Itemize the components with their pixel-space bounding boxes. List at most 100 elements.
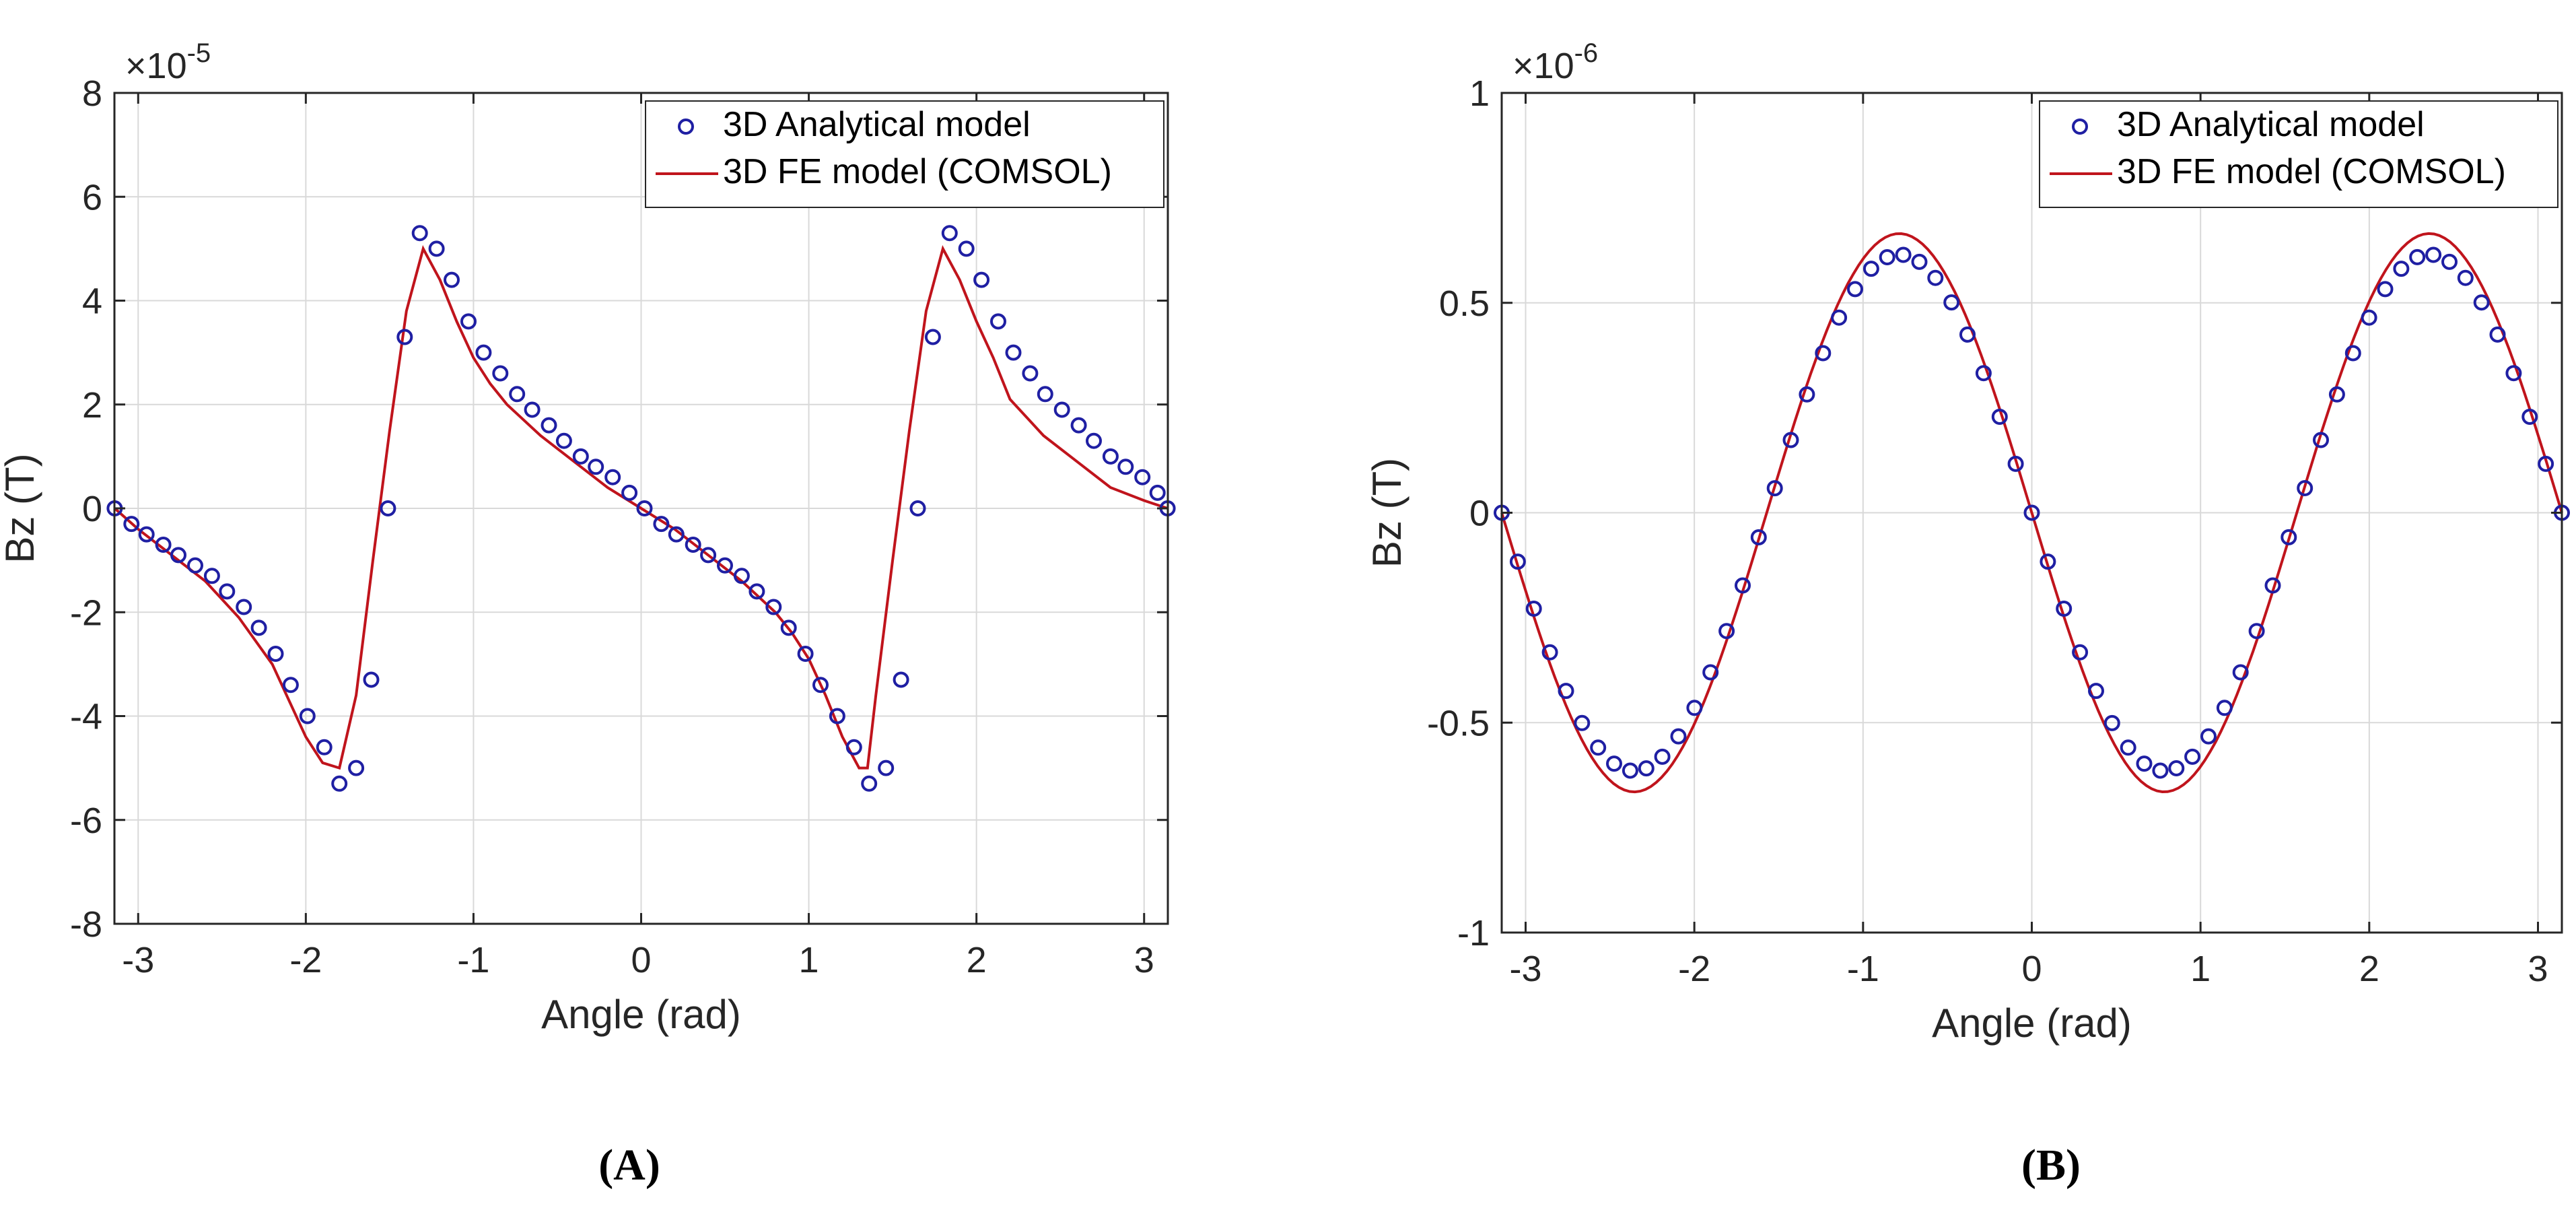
data-point-analytical	[509, 386, 526, 403]
data-point-analytical	[138, 526, 155, 543]
data-point-analytical	[1525, 601, 1542, 617]
y-tick-label: -2	[70, 593, 102, 633]
data-point-analytical	[909, 500, 926, 516]
data-point-analytical	[396, 329, 413, 345]
y-axis-label: Bz (T)	[1364, 458, 1409, 568]
data-point-analytical	[2457, 269, 2474, 286]
x-tick-label: 0	[2021, 949, 2042, 989]
data-point-analytical	[541, 417, 557, 434]
data-point-analytical	[2232, 664, 2249, 681]
x-tick-label: 0	[631, 940, 651, 980]
data-point-analytical	[1574, 714, 1591, 731]
y-tick-label: -1	[1457, 913, 1490, 953]
data-point-analytical	[2328, 386, 2345, 403]
data-point-analytical	[1606, 755, 1622, 772]
x-tick-label: -2	[1678, 949, 1710, 989]
data-point-analytical	[2056, 601, 2073, 617]
data-point-analytical	[685, 537, 701, 553]
data-point-analytical	[829, 708, 845, 724]
data-point-analytical	[749, 583, 765, 600]
x-tick-label: -1	[457, 940, 489, 980]
data-point-analytical	[878, 760, 895, 776]
x-tick-label: 1	[2190, 949, 2211, 989]
data-point-analytical	[621, 484, 638, 501]
data-point-analytical	[1102, 448, 1119, 465]
legend-label-fe-model: 3D FE model (COMSOL)	[723, 152, 1112, 191]
data-point-analytical	[924, 329, 941, 345]
data-point-analytical	[2441, 253, 2458, 270]
y-tick-label: 2	[82, 385, 102, 426]
data-point-analytical	[2072, 644, 2089, 661]
data-point-analytical	[1149, 484, 1166, 501]
data-point-analytical	[555, 432, 572, 449]
legend-label-analytical: 3D Analytical model	[723, 105, 1031, 144]
data-point-analytical	[1959, 326, 1976, 343]
data-point-analytical	[282, 677, 299, 694]
y-axis-label: Bz (T)	[0, 453, 42, 563]
data-point-analytical	[236, 599, 252, 615]
data-point-analytical	[2040, 553, 2056, 570]
data-point-analytical	[2505, 365, 2522, 382]
data-point-analytical	[1509, 553, 1526, 570]
series-line-fe-model	[1500, 232, 2563, 794]
y-tick-label: 0.5	[1439, 283, 1490, 324]
data-point-analytical	[1670, 728, 1687, 745]
data-point-analytical	[460, 313, 477, 330]
data-point-analytical	[1622, 762, 1638, 779]
y-exponent-label: ×10-5	[125, 38, 211, 86]
data-point-analytical	[2136, 755, 2153, 772]
data-point-analytical	[1053, 401, 1070, 418]
data-point-analytical	[2297, 480, 2313, 496]
data-point-analytical	[1735, 577, 1751, 594]
y-exponent-label: ×10-6	[1512, 38, 1598, 86]
data-point-analytical	[1750, 529, 1767, 545]
data-point-analytical	[1654, 748, 1671, 765]
data-point-analytical	[1686, 700, 1703, 716]
y-tick-label: 1	[1469, 73, 1490, 114]
y-tick-label: 6	[82, 177, 102, 217]
data-point-analytical	[1799, 386, 1815, 403]
legend-label-fe-model: 3D FE model (COMSOL)	[2117, 152, 2506, 191]
legend-marker-analytical	[678, 119, 694, 135]
data-point-analytical	[2409, 248, 2426, 265]
data-point-analytical	[2377, 281, 2394, 298]
data-point-analytical	[973, 271, 990, 288]
data-point-analytical	[2473, 294, 2490, 311]
data-point-analytical	[411, 225, 428, 242]
data-point-analytical	[2281, 529, 2297, 545]
data-point-analytical	[2393, 261, 2410, 277]
y-tick-label: 8	[82, 73, 102, 114]
data-point-analytical	[219, 583, 236, 600]
data-point-analytical	[1975, 365, 1992, 382]
data-point-analytical	[990, 313, 1006, 330]
data-point-analytical	[1991, 409, 2008, 425]
data-point-analytical	[1086, 432, 1102, 449]
data-point-analytical	[2313, 432, 2329, 448]
x-tick-label: 2	[2359, 949, 2379, 989]
data-point-analytical	[2184, 748, 2201, 765]
data-point-analytical	[780, 619, 797, 636]
series-layer	[106, 225, 1176, 792]
legend-label-analytical: 3D Analytical model	[2117, 105, 2425, 144]
data-point-analytical	[1590, 739, 1607, 756]
data-point-analytical	[2264, 577, 2281, 594]
data-point-analytical	[2216, 700, 2233, 716]
x-tick-label: -3	[1509, 949, 1541, 989]
data-point-analytical	[524, 401, 541, 418]
data-point-analytical	[2344, 345, 2361, 362]
data-point-analytical	[155, 537, 172, 553]
panel-label-b: (B)	[2021, 1141, 2081, 1190]
data-point-analytical	[299, 708, 316, 724]
data-point-analytical	[2425, 246, 2442, 263]
data-point-analytical	[733, 568, 750, 584]
data-point-analytical	[123, 516, 140, 533]
data-point-analytical	[2248, 623, 2265, 640]
data-point-analytical	[1117, 459, 1134, 475]
data-point-analytical	[1815, 345, 1832, 362]
data-point-analytical	[700, 547, 717, 564]
data-point-analytical	[2088, 683, 2104, 700]
data-point-analytical	[845, 739, 862, 755]
data-point-analytical	[1070, 417, 1087, 434]
data-point-analytical	[572, 448, 589, 465]
data-point-analytical	[1863, 261, 1879, 277]
